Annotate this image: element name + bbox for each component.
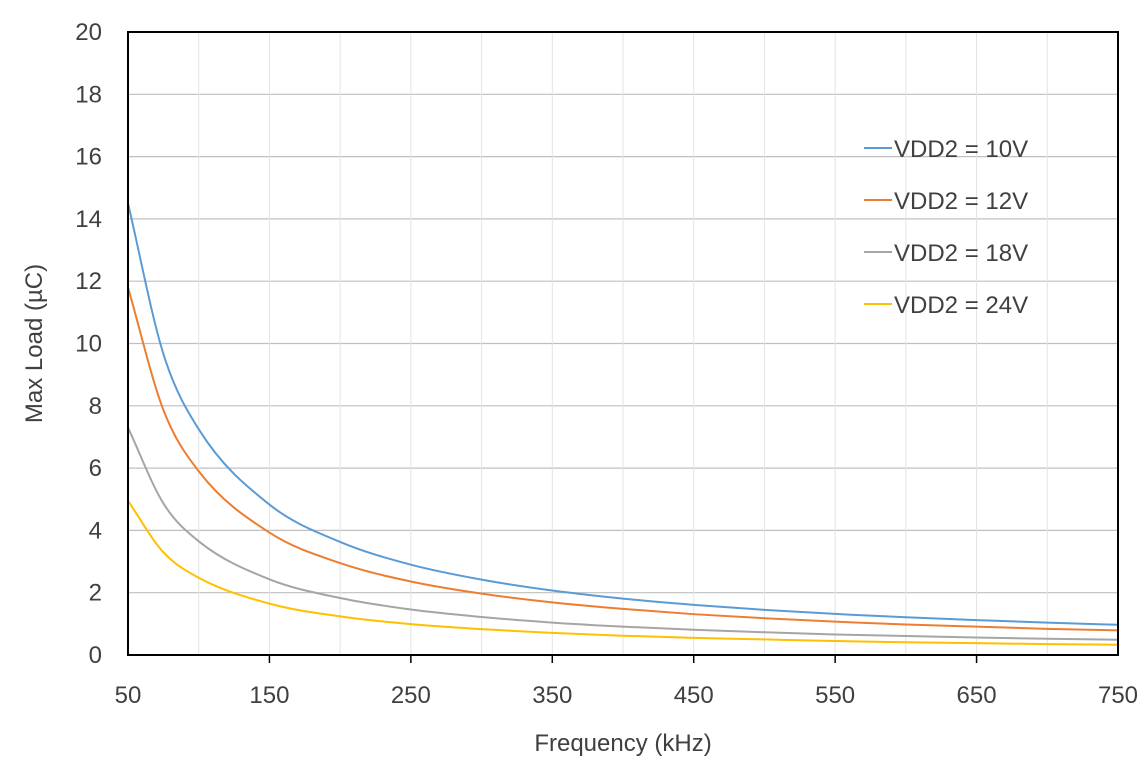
legend-label: VDD2 = 24V <box>894 292 1028 319</box>
x-tick-label: 650 <box>957 682 997 709</box>
y-tick-label: 18 <box>75 81 102 108</box>
x-tick-label: 150 <box>249 682 289 709</box>
y-tick-label: 6 <box>89 455 102 482</box>
x-tick-label: 50 <box>115 682 142 709</box>
y-axis-tick-labels: 0 2 4 6 8 10 12 14 16 18 20 <box>75 19 102 669</box>
legend-label: VDD2 = 18V <box>894 240 1028 267</box>
y-tick-label: 14 <box>75 206 102 233</box>
y-tick-label: 0 <box>89 642 102 669</box>
x-axis-tick-labels: 50 150 250 350 450 550 650 750 <box>115 682 1138 709</box>
x-tick-label: 250 <box>391 682 431 709</box>
series-line <box>127 500 1119 646</box>
series-line <box>127 427 1119 641</box>
y-tick-label: 2 <box>89 580 102 607</box>
y-tick-label: 20 <box>75 19 102 46</box>
y-tick-label: 16 <box>75 144 102 171</box>
x-tick-label: 750 <box>1098 682 1138 709</box>
y-tick-label: 8 <box>89 393 102 420</box>
legend-label: VDD2 = 12V <box>894 188 1028 215</box>
x-axis-title: Frequency (kHz) <box>534 730 711 757</box>
y-axis-title: Max Load (µC) <box>21 264 48 423</box>
legend: VDD2 = 10V VDD2 = 12V VDD2 = 18V VDD2 = 24V <box>864 136 1028 319</box>
vertical-gridlines <box>198 32 1048 663</box>
x-tick-label: 350 <box>532 682 572 709</box>
series-lines <box>127 203 1119 646</box>
y-tick-label: 12 <box>75 268 102 295</box>
y-tick-label: 4 <box>89 517 102 544</box>
series-line <box>127 203 1119 626</box>
legend-label: VDD2 = 10V <box>894 136 1028 163</box>
plot-area-border <box>127 31 1119 656</box>
series-line <box>127 287 1119 632</box>
y-tick-label: 10 <box>75 331 102 358</box>
x-tick-label: 550 <box>815 682 855 709</box>
x-tick-label: 450 <box>674 682 714 709</box>
